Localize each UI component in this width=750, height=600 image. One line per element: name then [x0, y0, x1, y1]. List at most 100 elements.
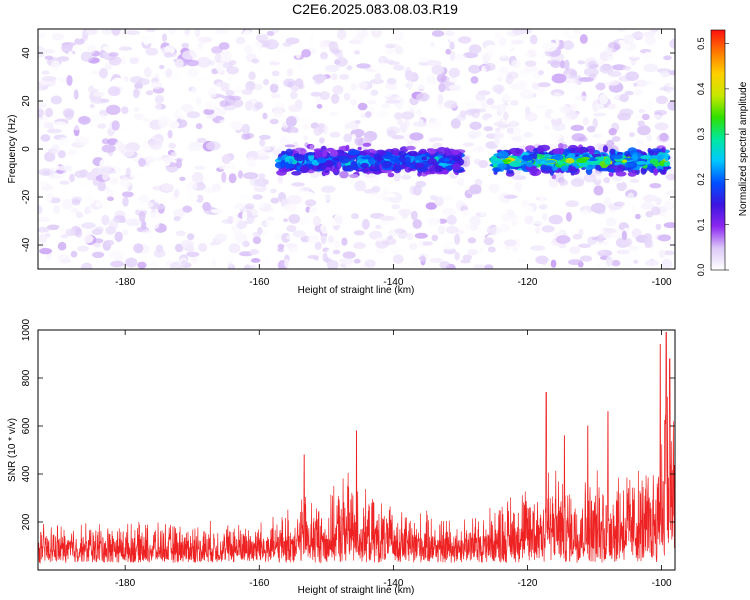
spectrogram-cell: [60, 234, 69, 239]
spectrogram-cell: [508, 218, 521, 226]
spectrogram-cell: [40, 134, 51, 142]
spectrogram-cell: [657, 234, 672, 242]
spectrogram-cell: [85, 29, 98, 35]
spectrogram-cell: [324, 64, 340, 73]
spectrogram-cell: [459, 110, 466, 118]
spectrogram-cell: [67, 50, 73, 59]
spectrogram-cell: [309, 207, 318, 214]
spectrogram-cell: [64, 110, 74, 120]
x-tick-label: -160: [249, 578, 269, 589]
spectrogram-cell: [568, 259, 583, 266]
spectrogram-cell: [376, 110, 389, 119]
spectrogram-cell: [658, 249, 666, 259]
spectrogram-cell: [238, 194, 252, 201]
spectrogram-cell: [242, 29, 253, 41]
spectrogram-cell: [308, 110, 323, 120]
spectrogram-cell: [530, 169, 536, 176]
spectrogram-cell: [309, 144, 315, 150]
spectrogram-cell: [407, 105, 418, 110]
spectrogram-cell: [70, 207, 79, 214]
x-tick-label: -140: [383, 578, 403, 589]
spectrogram-cell: [176, 158, 183, 169]
spectrogram-cell: [470, 224, 478, 232]
spectrogram-cell: [483, 237, 494, 246]
spectrogram-cell: [427, 149, 436, 155]
spectrogram-cell: [259, 138, 266, 147]
spectrogram-cell: [44, 241, 50, 249]
spectrogram-cell: [574, 95, 589, 101]
spectrogram-cell: [617, 164, 625, 169]
spectrogram-cell: [307, 169, 315, 174]
spectrogram-cell: [45, 196, 53, 202]
spectrogram-cell: [252, 194, 263, 200]
spectrogram-cell: [305, 152, 316, 156]
spectrogram-cell: [667, 240, 675, 247]
spectrogram-cell: [328, 235, 334, 244]
spectrogram-cell: [525, 145, 536, 152]
spectrogram-cell: [237, 170, 244, 179]
spectrogram-cell: [645, 99, 654, 110]
spectrogram-cell: [510, 100, 519, 106]
spectrogram-cell: [357, 102, 368, 111]
spectrogram-cell: [498, 66, 509, 76]
spectrogram-cell: [611, 259, 621, 267]
spectrogram-cell: [365, 198, 374, 203]
spectrogram-cell: [182, 205, 193, 213]
spectrogram-cell: [608, 168, 615, 173]
spectrogram-cell: [77, 30, 83, 40]
spectrogram-cell: [78, 115, 91, 125]
spectrogram-cell: [559, 60, 566, 69]
spectrogram-cell: [195, 96, 203, 106]
spectrogram-cell: [633, 259, 639, 264]
spectrogram-cell: [307, 235, 319, 243]
spectrogram-cell: [445, 225, 459, 234]
spectrogram-cell: [75, 211, 84, 219]
spectrogram-cell: [554, 172, 565, 183]
spectrogram-cell: [462, 142, 475, 147]
spectrogram-cell: [482, 256, 488, 266]
spectrogram-cell: [640, 167, 647, 175]
spectrogram-cell: [170, 72, 180, 82]
spectrogram-cell: [79, 169, 89, 178]
spectrogram-cell: [71, 126, 83, 131]
spectrogram-cell: [273, 108, 284, 118]
spectrogram-cell: [643, 51, 653, 63]
spectrogram-cell: [393, 30, 404, 41]
spectrogram-cell: [39, 247, 53, 255]
spectrogram-cell: [362, 142, 372, 147]
spectrogram-cell: [444, 100, 458, 109]
spectrogram-cell: [538, 204, 548, 210]
spectrogram-cell: [510, 39, 525, 45]
spectrogram-cell: [630, 56, 637, 66]
spectrogram-cell: [416, 92, 430, 102]
spectrogram-cell: [515, 147, 521, 155]
spectrogram-cell: [617, 29, 626, 32]
spectrogram-cell: [283, 203, 297, 212]
spectrogram-cell: [629, 132, 635, 138]
spectrogram-cell: [149, 212, 161, 221]
spectrogram-cell: [523, 53, 531, 59]
spectrogram-cell: [415, 109, 423, 118]
spectrogram-cell: [629, 178, 640, 183]
spectrogram-cell: [472, 146, 485, 154]
spectrogram-cell: [331, 199, 337, 208]
spectrogram-cell: [91, 114, 106, 122]
spectrogram-cell: [74, 37, 85, 45]
spectrogram-cell: [292, 230, 307, 238]
spectrogram-cell: [73, 89, 79, 100]
spectrogram-cell: [108, 52, 119, 57]
spectrogram-cell: [550, 61, 561, 68]
spectrogram-cell: [118, 46, 133, 51]
spectrogram-cell: [228, 95, 242, 101]
spectrogram-cell: [104, 62, 113, 71]
spectrogram-cell: [180, 104, 194, 113]
spectrogram-cell: [339, 258, 354, 265]
spectrogram-cell: [38, 102, 47, 108]
spectrogram-cell: [611, 64, 627, 71]
spectrogram-cell: [446, 155, 456, 159]
spectrogram-cell: [111, 77, 126, 87]
spectrogram-cell: [512, 29, 524, 36]
spectrogram-cell: [197, 243, 208, 252]
spectrogram-cell: [559, 105, 571, 114]
spectrogram-cell: [621, 230, 628, 241]
